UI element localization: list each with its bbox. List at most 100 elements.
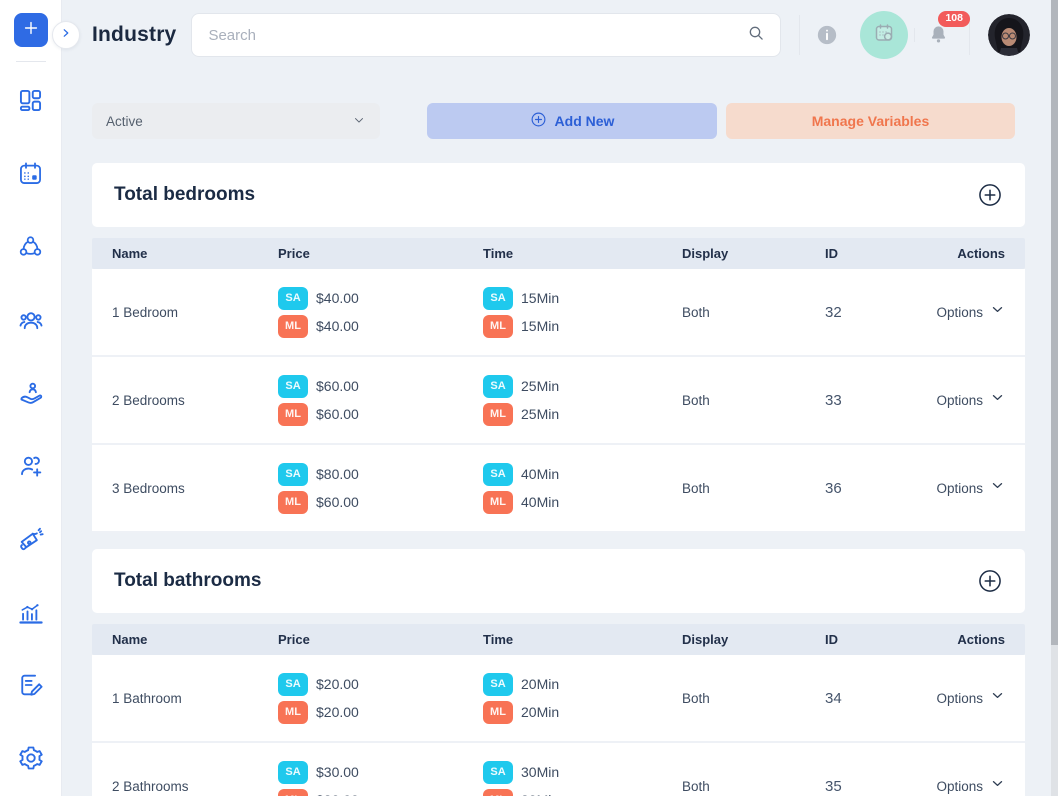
- sidebar-item-calendar[interactable]: [16, 159, 45, 188]
- status-filter-select[interactable]: Active: [92, 103, 380, 139]
- price-ml-value: $20.00: [316, 704, 359, 720]
- chevron-down-icon: [990, 478, 1005, 498]
- user-photo: [988, 14, 1031, 56]
- sidebar-collapse-button[interactable]: [52, 21, 80, 49]
- add-item-button[interactable]: [977, 568, 1003, 594]
- time-sa-value: 20Min: [521, 676, 560, 692]
- sidebar-divider: [15, 61, 46, 62]
- row-display: Both: [682, 304, 710, 320]
- dashboard-icon: [17, 87, 44, 114]
- ml-badge: ML: [483, 788, 513, 796]
- scrollbar-thumb[interactable]: [1051, 0, 1058, 645]
- ml-badge: ML: [483, 402, 513, 426]
- sidebar-item-team[interactable]: [16, 305, 45, 334]
- calendar-widget-icon: [872, 21, 896, 50]
- row-name: 3 Bedrooms: [112, 480, 185, 496]
- table-body: 1 Bedroom SA $40.00 ML $40.00 SA 15Min: [92, 269, 1058, 533]
- sidebar-item-marketing[interactable]: [16, 524, 45, 553]
- ml-badge: ML: [278, 490, 308, 514]
- ml-badge: ML: [483, 314, 513, 338]
- sidebar: [0, 0, 62, 796]
- table-row: 1 Bedroom SA $40.00 ML $40.00 SA 15Min: [92, 269, 1025, 357]
- table-row: 2 Bathrooms SA $30.00 ML $30.00 SA 30Min: [92, 743, 1025, 796]
- add-user-icon: [17, 452, 45, 480]
- sa-badge: SA: [278, 760, 308, 784]
- sa-badge: SA: [483, 286, 513, 310]
- time-ml-value: 30Min: [521, 792, 559, 796]
- options-button[interactable]: Options: [925, 390, 1005, 410]
- column-header: ID: [825, 632, 838, 647]
- gear-icon: [17, 744, 45, 772]
- sa-badge: SA: [278, 462, 308, 486]
- options-button[interactable]: Options: [925, 478, 1005, 498]
- row-actions-cell: Options: [925, 302, 1025, 322]
- options-button[interactable]: Options: [925, 302, 1005, 322]
- time-ml-value: 20Min: [521, 704, 560, 720]
- time-sa-value: 40Min: [521, 466, 560, 482]
- row-price-cell: SA $80.00 ML $60.00: [278, 462, 483, 514]
- info-icon: [816, 25, 838, 50]
- vertical-scrollbar[interactable]: [1051, 0, 1058, 796]
- calendar-widget-button[interactable]: [860, 11, 909, 59]
- options-label: Options: [936, 480, 983, 496]
- table-header: Name Price Time Display ID Actions: [92, 238, 1025, 269]
- notifications-button[interactable]: 108: [927, 11, 970, 50]
- add-item-button[interactable]: [977, 182, 1003, 208]
- sidebar-item-forms[interactable]: [16, 670, 45, 699]
- add-new-button[interactable]: Add New: [427, 103, 717, 139]
- section-header: Total bedrooms: [92, 163, 1025, 227]
- bell-icon: [927, 26, 950, 50]
- hand-person-icon: [17, 379, 45, 407]
- search-input[interactable]: [208, 26, 747, 44]
- options-label: Options: [936, 392, 983, 408]
- options-button[interactable]: Options: [925, 688, 1005, 708]
- sections: Total bedrooms Name Price Time Display ID Act…: [92, 163, 1058, 796]
- price-ml-value: $60.00: [316, 494, 359, 510]
- row-display: Both: [682, 778, 710, 794]
- create-new-button[interactable]: [13, 13, 48, 47]
- price-sa-value: $30.00: [316, 764, 359, 780]
- price-sa-value: $20.00: [316, 676, 359, 692]
- ml-badge: ML: [278, 788, 308, 796]
- search-icon[interactable]: [746, 23, 766, 48]
- document-edit-icon: [17, 671, 45, 699]
- row-name: 1 Bedroom: [112, 304, 179, 320]
- row-price-cell: SA $20.00 ML $20.00: [278, 672, 483, 724]
- options-button[interactable]: Options: [925, 776, 1005, 796]
- sidebar-item-service[interactable]: [16, 378, 45, 407]
- ml-badge: ML: [483, 490, 513, 514]
- column-header: Name: [112, 632, 148, 647]
- column-header: Display: [682, 632, 729, 647]
- ml-badge: ML: [483, 700, 513, 724]
- column-header: ID: [825, 246, 838, 261]
- column-header: Price: [278, 246, 310, 261]
- sidebar-item-analytics[interactable]: [16, 597, 45, 626]
- megaphone-icon: [17, 525, 45, 553]
- row-actions-cell: Options: [925, 688, 1025, 708]
- column-header: Display: [682, 246, 729, 261]
- sa-badge: SA: [278, 374, 308, 398]
- row-actions-cell: Options: [925, 776, 1025, 796]
- sidebar-item-settings[interactable]: [16, 743, 45, 772]
- row-actions-cell: Options: [925, 478, 1025, 498]
- sidebar-item-add-user[interactable]: [16, 451, 45, 480]
- time-sa-value: 25Min: [521, 378, 560, 394]
- row-price-cell: SA $60.00 ML $60.00: [278, 374, 483, 426]
- sa-badge: SA: [278, 672, 308, 696]
- row-time-cell: SA 30Min ML 30Min: [483, 760, 682, 796]
- manage-variables-button[interactable]: Manage Variables: [726, 103, 1015, 139]
- topbar: Industry 108: [52, 0, 1058, 70]
- page-title: Industry: [92, 23, 177, 46]
- column-header: Time: [483, 632, 514, 647]
- user-avatar[interactable]: [988, 14, 1031, 56]
- sidebar-item-connections[interactable]: [16, 232, 45, 261]
- row-id: 33: [825, 391, 842, 409]
- info-button[interactable]: [816, 24, 838, 46]
- section-header: Total bathrooms: [92, 549, 1025, 613]
- options-label: Options: [936, 304, 983, 320]
- time-ml-value: 15Min: [521, 318, 560, 334]
- ml-badge: ML: [278, 402, 308, 426]
- column-header: Actions: [957, 246, 1005, 261]
- sidebar-item-dashboard[interactable]: [16, 86, 45, 115]
- row-time-cell: SA 15Min ML 15Min: [483, 286, 682, 338]
